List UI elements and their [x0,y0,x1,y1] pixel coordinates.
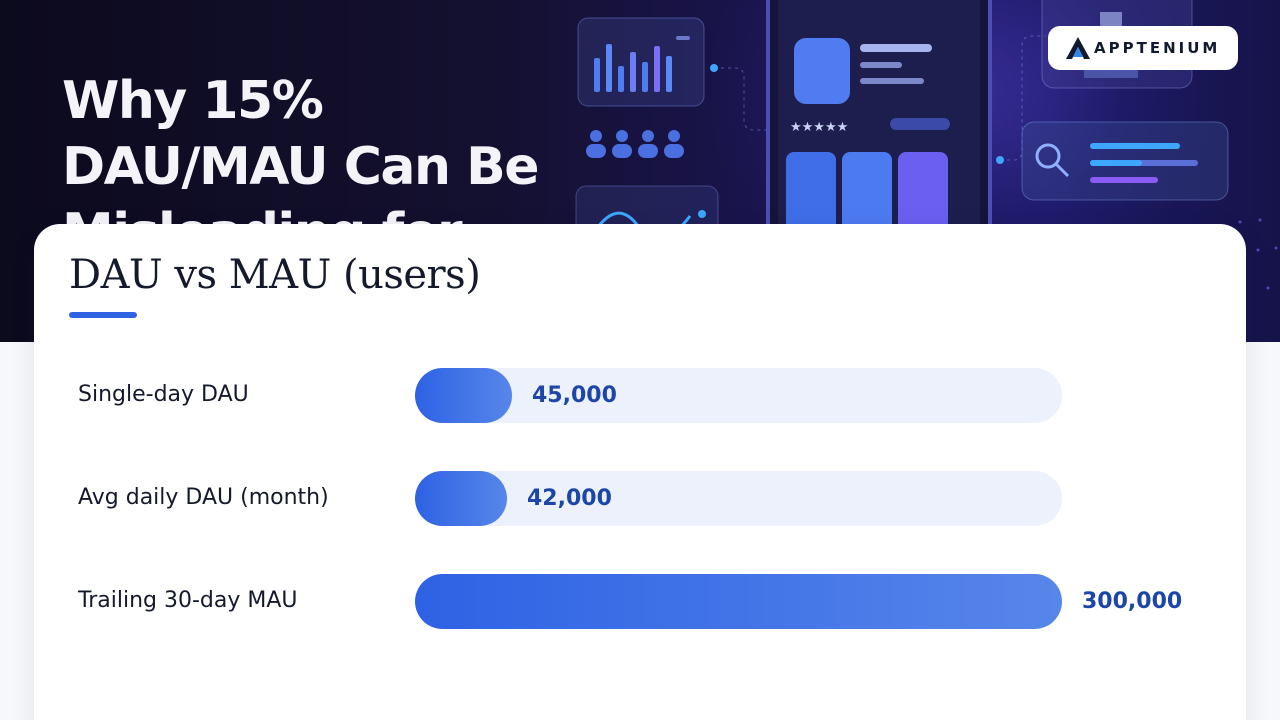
users-icon [586,130,684,158]
bar-track [415,471,1062,526]
chart-title: DAU vs MAU (users) [69,252,481,298]
bar-value-label: 300,000 [1082,589,1183,614]
hero-banner: ★★★★★ Why [0,0,1280,342]
bar-label: Single-day DAU [78,382,249,407]
phone-icon: ★★★★★ [766,0,992,262]
search-panel-icon [1021,121,1229,201]
title-underline [69,312,137,318]
brand-name: APPTENIUM [1094,39,1221,57]
brand-logo[interactable]: APPTENIUM [1048,26,1238,70]
app-illustration: ★★★★★ [575,0,1278,302]
bar-label: Trailing 30-day MAU [78,588,298,613]
bar-track [415,574,1062,629]
bar [415,471,507,526]
bar-track [415,368,1062,423]
brand-mark-icon [1066,37,1090,59]
analytics-panel-icon [577,17,705,107]
bar [415,368,512,423]
chart-card: DAU vs MAU (users) Single-day DAU 45,000 A… [34,224,1246,720]
bar-value-label: 45,000 [532,383,617,408]
bar-value-label: 42,000 [527,486,612,511]
bar [415,574,1062,629]
bar-label: Avg daily DAU (month) [78,485,329,510]
svg-text:★★★★★: ★★★★★ [790,120,848,135]
